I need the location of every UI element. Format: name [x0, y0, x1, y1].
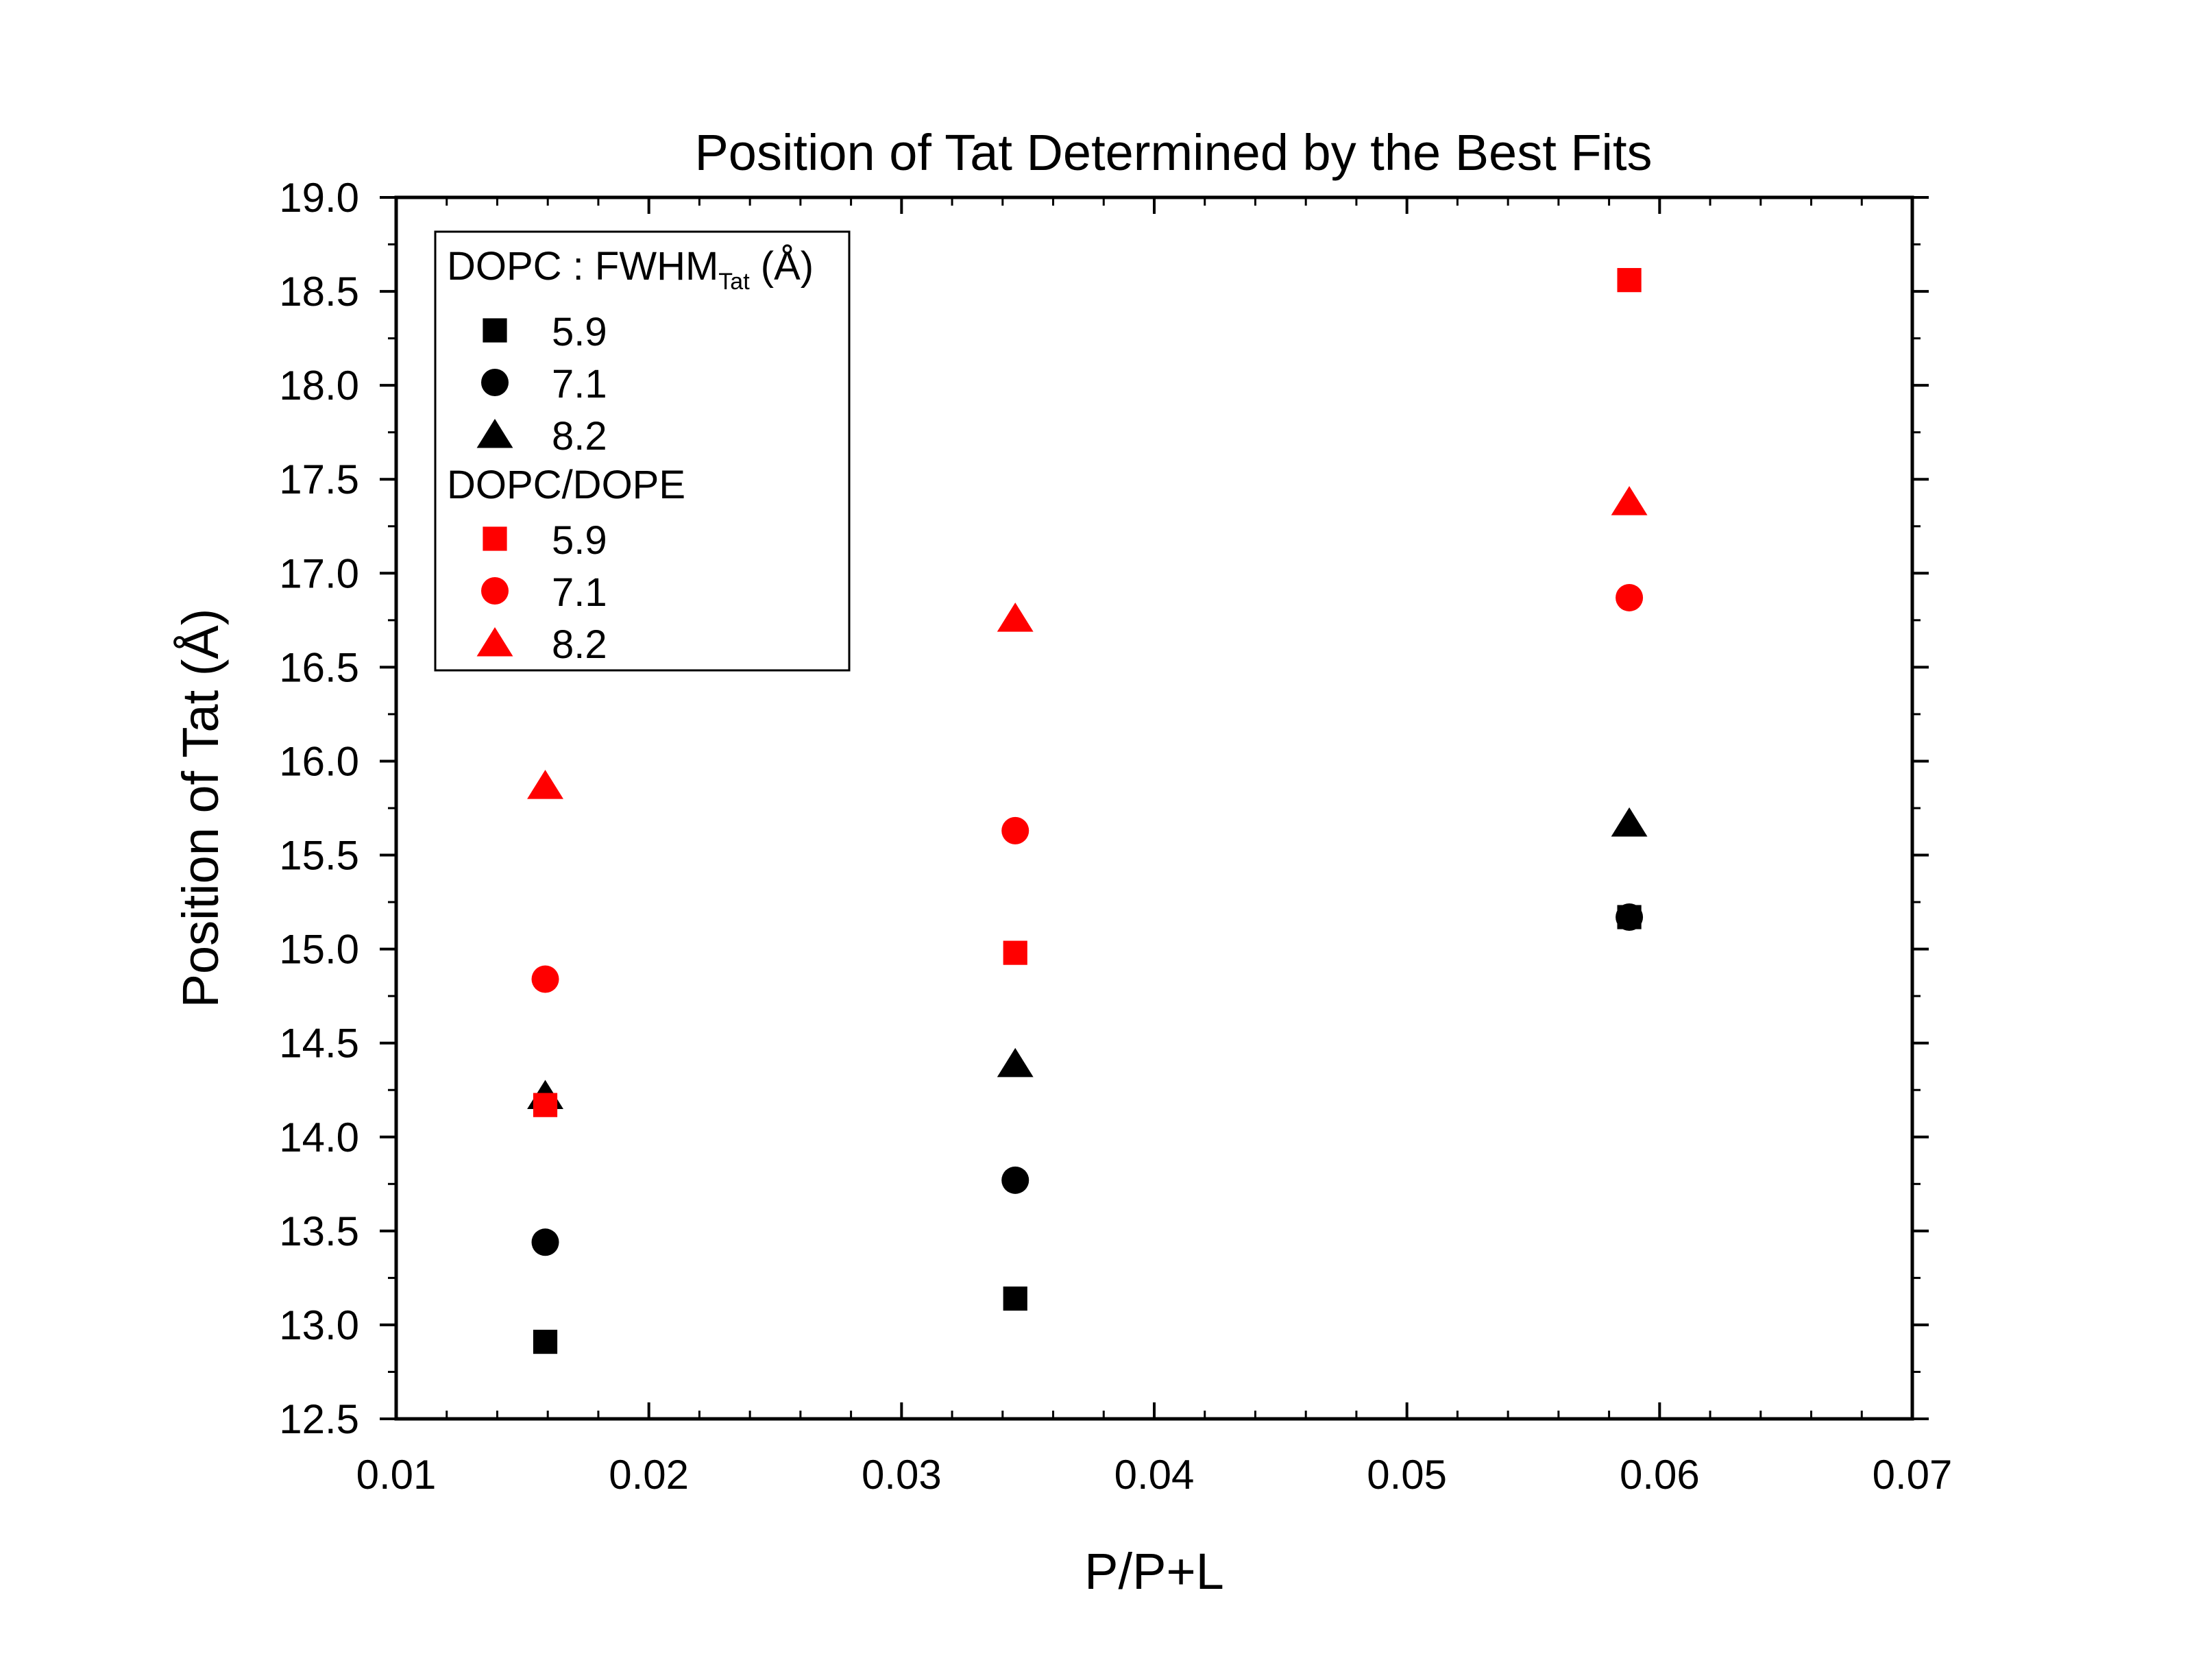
legend-box — [434, 230, 851, 672]
data-point-circle-group1 — [1001, 1166, 1029, 1194]
legend-label: 7.1 — [552, 570, 607, 615]
y-tick-label: 19.0 — [279, 175, 359, 221]
data-point-triangle-group1 — [1611, 807, 1648, 837]
data-point-triangle-group2 — [527, 770, 563, 799]
data-point-circle-group2 — [1616, 583, 1644, 611]
data-points — [527, 268, 1648, 1354]
x-tick-label: 0.01 — [356, 1452, 437, 1498]
legend: DOPC : FWHMTat (Å) 5.9 7.1 8.2 DOPC/DOPE 5… — [434, 230, 851, 672]
y-tick-label: 13.5 — [279, 1208, 359, 1254]
data-point-triangle-group1 — [997, 1047, 1034, 1078]
y-axis-label: Position of Tat (Å) — [172, 609, 229, 1008]
data-point-square-group2 — [1003, 940, 1027, 965]
y-tick-label: 14.5 — [279, 1021, 359, 1067]
data-point-circle-group2 — [531, 965, 559, 993]
y-tick-label: 17.0 — [279, 550, 359, 596]
legend-label: 5.9 — [552, 310, 607, 354]
legend-label: 8.2 — [552, 622, 607, 667]
y-tick-label: 15.5 — [279, 833, 359, 879]
legend-group2-entries: 5.9 7.1 8.2 — [476, 518, 607, 667]
y-tick-label: 14.0 — [279, 1115, 359, 1160]
legend-group1-title-tail: (Å) — [750, 244, 814, 289]
x-tick-label: 0.03 — [862, 1452, 942, 1498]
data-point-square-group2 — [1617, 268, 1642, 293]
data-point-triangle-group2 — [1611, 486, 1648, 515]
legend-group1-title: DOPC : FWHMTat (Å) — [447, 244, 814, 295]
legend-marker-square — [483, 318, 507, 343]
y-tick-label: 12.5 — [279, 1396, 359, 1442]
x-tick-label: 0.04 — [1114, 1452, 1195, 1498]
data-point-square-group2 — [533, 1093, 558, 1117]
legend-label: 7.1 — [552, 362, 607, 406]
legend-label: 5.9 — [552, 518, 607, 563]
data-point-circle-group1 — [1616, 903, 1644, 932]
data-point-circle-group2 — [1001, 816, 1029, 844]
legend-marker-circle — [481, 577, 509, 605]
x-tick-label: 0.07 — [1873, 1452, 1953, 1498]
legend-group2-title: DOPC/DOPE — [447, 463, 685, 507]
axis-tick-labels: 0.01 0.02 0.03 0.04 0.05 0.06 0.07 12.5 13.0 13.5… — [279, 175, 1952, 1498]
legend-group1-title-subscript: Tat — [718, 269, 750, 295]
legend-label: 8.2 — [552, 414, 607, 459]
legend-group1-entries: 5.9 7.1 8.2 — [476, 310, 607, 459]
y-tick-label: 18.5 — [279, 269, 359, 315]
y-tick-label: 15.0 — [279, 927, 359, 973]
data-point-square-group1 — [533, 1329, 558, 1354]
plot-frame — [394, 195, 1914, 1421]
data-point-circle-group1 — [531, 1228, 559, 1256]
data-point-triangle-group2 — [997, 602, 1034, 632]
data-point-square-group1 — [1003, 1286, 1027, 1311]
y-tick-label: 17.5 — [279, 456, 359, 502]
x-tick-label: 0.06 — [1620, 1452, 1700, 1498]
x-tick-label: 0.05 — [1367, 1452, 1447, 1498]
y-tick-label: 13.0 — [279, 1302, 359, 1348]
x-tick-label: 0.02 — [609, 1452, 689, 1498]
legend-marker-triangle — [476, 419, 513, 448]
x-axis-label: P/P+L — [1084, 1543, 1224, 1600]
chart-title: Position of Tat Determined by the Best F… — [694, 124, 1652, 181]
y-tick-label: 16.0 — [279, 738, 359, 784]
legend-marker-circle — [481, 369, 509, 396]
y-tick-label: 16.5 — [279, 644, 359, 690]
y-tick-label: 18.0 — [279, 363, 359, 409]
legend-marker-triangle — [476, 627, 513, 657]
legend-group1-title-main: DOPC : FWHM — [447, 244, 718, 289]
legend-marker-square — [483, 526, 507, 551]
